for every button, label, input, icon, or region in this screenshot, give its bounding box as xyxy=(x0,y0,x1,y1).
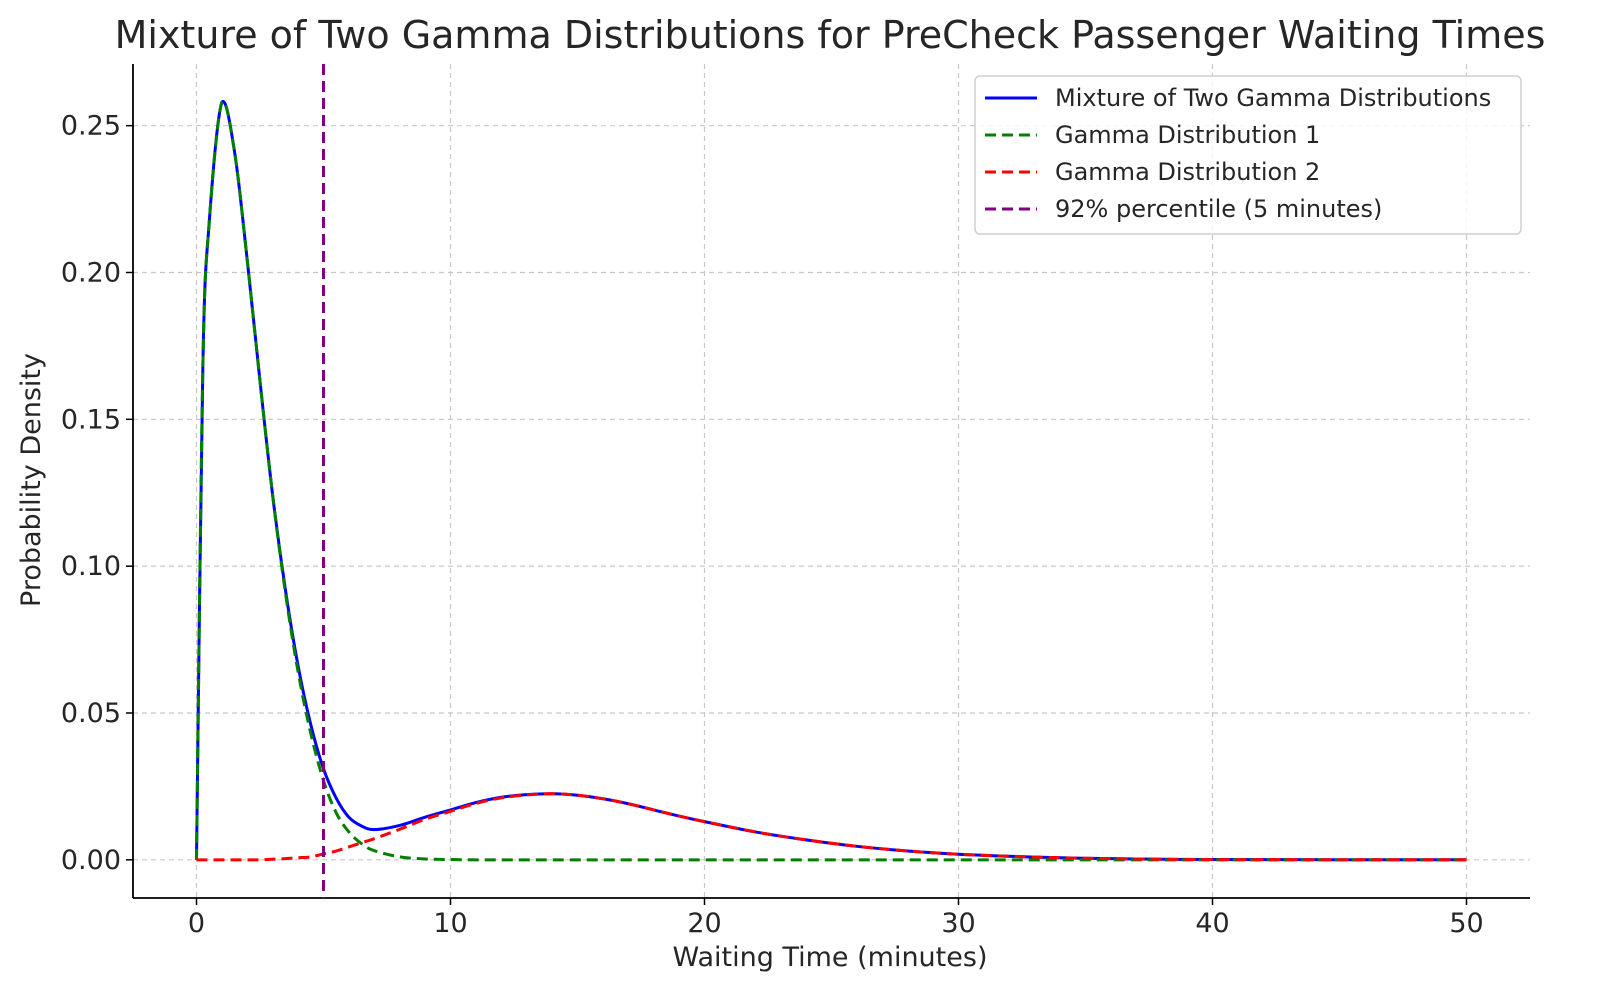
legend-entry-mixture-label: Mixture of Two Gamma Distributions xyxy=(1055,84,1491,112)
x-tick-label: 0 xyxy=(188,908,205,939)
y-tick-label: 0.20 xyxy=(61,258,121,289)
legend-entry-gamma-1-label: Gamma Distribution 1 xyxy=(1055,121,1320,149)
y-tick-label: 0.10 xyxy=(61,551,121,582)
y-axis-label: Probability Density xyxy=(16,353,47,607)
legend-entry-percentile-label: 92% percentile (5 minutes) xyxy=(1055,195,1382,223)
legend: Mixture of Two Gamma Distributions Gamma … xyxy=(974,75,1522,235)
x-tick-label: 10 xyxy=(433,908,467,939)
x-axis-label: Waiting Time (minutes) xyxy=(673,942,988,973)
chart-title: Mixture of Two Gamma Distributions for P… xyxy=(115,13,1546,57)
axes xyxy=(132,64,1530,899)
x-tick-label: 30 xyxy=(941,908,975,939)
gamma-1-series-line xyxy=(195,100,1467,862)
y-tick-label: 0.25 xyxy=(61,111,121,142)
legend-entry-gamma-2-label: Gamma Distribution 2 xyxy=(1055,158,1320,186)
legend-box xyxy=(974,75,1522,235)
x-tick-label: 50 xyxy=(1449,908,1483,939)
y-tick-label: 0.00 xyxy=(61,845,121,876)
plot-area xyxy=(195,64,1467,898)
gamma-2-series-line xyxy=(196,792,1467,862)
y-tick-label: 0.05 xyxy=(61,698,121,729)
x-tick-label: 40 xyxy=(1195,908,1229,939)
ticks: 0 10 20 30 40 50 0.00 0.05 0.10 0.15 0.20 0.25 xyxy=(61,111,1484,939)
x-tick-label: 20 xyxy=(687,908,721,939)
y-tick-label: 0.15 xyxy=(61,404,121,435)
